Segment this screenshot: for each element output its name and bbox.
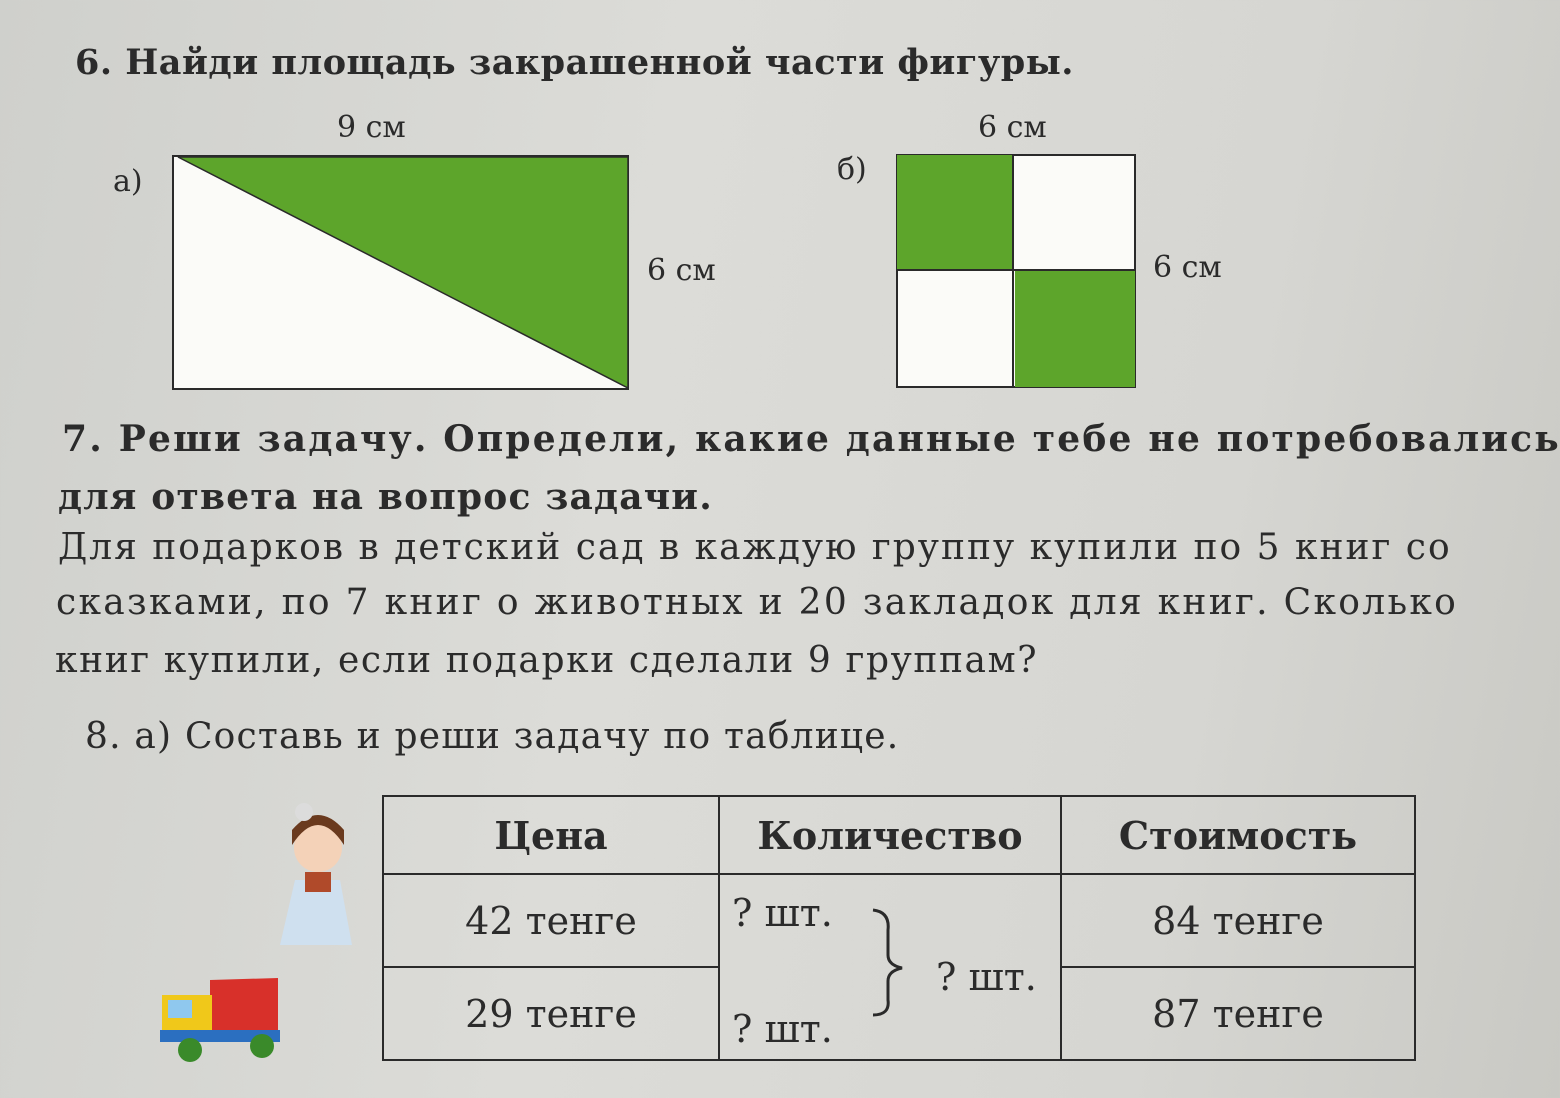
table-row: 29 тенге 87 тенге — [382, 966, 1416, 1061]
figure-a-label: а) — [113, 164, 143, 199]
task7-body-line1: Для подарков в детский сад в каждую груп… — [58, 527, 1452, 568]
table-row: 42 тенге ? шт. ? шт. ? шт. 84 тенге — [382, 873, 1416, 1061]
task7-body-line2: сказками, по 7 книг о животных и 20 закл… — [56, 582, 1459, 623]
table-header-row: Цена Количество Стоимость — [382, 795, 1416, 875]
task7-title-line2: для ответа на вопрос задачи. — [58, 476, 713, 518]
figure-b — [896, 154, 1136, 388]
task7-body-line3: книг купили, если подарки сделали 9 груп… — [55, 640, 1039, 681]
figure-a-width-label: 9 см — [337, 110, 406, 145]
task8-table: Цена Количество Стоимость 42 тенге ? шт.… — [382, 795, 1416, 1061]
figure-b-label: б) — [837, 152, 867, 187]
figure-b-width-label: 6 см — [978, 110, 1047, 145]
header-cost: Стоимость — [1060, 795, 1416, 875]
price-cell: 29 тенге — [382, 966, 720, 1061]
price-cell: 42 тенге — [382, 873, 720, 968]
header-price: Цена — [382, 795, 720, 875]
task6-title: 6. Найди площадь закрашенной части фигур… — [75, 42, 1074, 83]
girl-illustration — [280, 803, 352, 945]
figure-a-height-label: 6 см — [647, 253, 716, 288]
quantity-total: ? шт. — [936, 955, 1037, 999]
shaded-square-top-left — [897, 155, 1013, 270]
figure-a — [172, 155, 629, 390]
task8-title: 8. а) Составь и реши задачу по таблице. — [85, 716, 900, 757]
shaded-square-bottom-right — [1015, 270, 1135, 387]
quantity-row2: ? шт. — [732, 1007, 833, 1051]
cost-cell: 87 тенге — [1060, 966, 1416, 1061]
shaded-triangle — [177, 156, 629, 390]
figure-b-height-label: 6 см — [1153, 250, 1222, 285]
quantity-cell: ? шт. ? шт. ? шт. — [718, 873, 1062, 1061]
quantity-row1: ? шт. — [732, 891, 833, 935]
header-quantity: Количество — [718, 795, 1062, 875]
cost-cell: 84 тенге — [1060, 873, 1416, 968]
toy-truck-illustration — [160, 978, 280, 1062]
task7-title-line1: 7. Реши задачу. Определи, какие данные т… — [62, 418, 1560, 460]
